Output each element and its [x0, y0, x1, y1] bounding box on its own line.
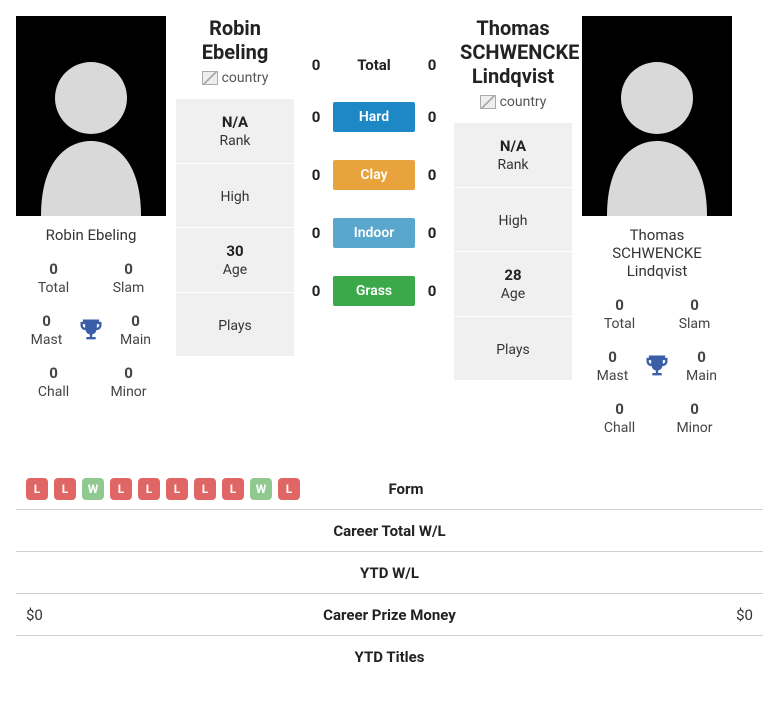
form-win-chip[interactable]: W [250, 478, 272, 500]
form-loss-chip[interactable]: L [194, 478, 216, 500]
left-bio-plays: Plays [176, 293, 294, 357]
right-minor-titles: 0 Minor [657, 392, 732, 444]
left-total-titles: 0 Total [16, 252, 91, 304]
left-form-chips: LLWLLLLLWL [18, 478, 306, 500]
left-title-counts: 0 Total 0 Slam 0 Mast 0 Main [16, 252, 166, 408]
row-ytd-titles: YTD Titles [16, 636, 763, 678]
right-bio-plays: Plays [454, 317, 572, 381]
left-minor-titles: 0 Minor [91, 356, 166, 408]
form-loss-chip[interactable]: L [222, 478, 244, 500]
form-loss-chip[interactable]: L [26, 478, 48, 500]
right-slam-titles: 0 Slam [657, 288, 732, 340]
left-bio-high: High [176, 164, 294, 228]
trophy-icon [77, 316, 105, 344]
h2h-surface-column: 0 Total 0 0 Hard 0 0 Clay 0 0 Indoor 0 0… [304, 16, 444, 334]
left-bio-rank: N/A Rank [176, 99, 294, 164]
right-player-card: Thomas SCHWENCKE Lindqvist 0 Total 0 Sla… [582, 16, 732, 444]
left-player-card: Robin Ebeling 0 Total 0 Slam 0 Mast 0 [16, 16, 166, 408]
right-total-titles: 0 Total [582, 288, 657, 340]
hard-surface-pill[interactable]: Hard [333, 102, 415, 132]
left-player-avatar [16, 16, 166, 216]
h2h-grass-row: 0 Grass 0 [304, 276, 444, 306]
right-main-titles: 0 Main [671, 340, 732, 392]
row-career-prize: $0 Career Prize Money $0 [16, 594, 763, 636]
person-silhouette-icon [31, 36, 151, 216]
h2h-total-row: 0 Total 0 [304, 56, 444, 74]
person-silhouette-icon [597, 36, 717, 216]
h2h-hard-row: 0 Hard 0 [304, 102, 444, 132]
right-player-name[interactable]: Thomas SCHWENCKE Lindqvist [582, 216, 732, 288]
right-player-bio: Thomas SCHWENCKE Lindqvist country N/A R… [454, 16, 572, 381]
left-slam-titles: 0 Slam [91, 252, 166, 304]
left-main-titles: 0 Main [105, 304, 166, 356]
h2h-top-row: Robin Ebeling 0 Total 0 Slam 0 Mast 0 [16, 16, 763, 444]
left-masters-titles: 0 Mast [16, 304, 77, 356]
trophy-icon [643, 352, 671, 380]
right-player-avatar [582, 16, 732, 216]
form-loss-chip[interactable]: L [138, 478, 160, 500]
left-player-bio: Robin Ebeling country N/A Rank High 30 A… [176, 16, 294, 357]
right-bio-rank: N/A Rank [454, 123, 572, 188]
left-bio-age: 30 Age [176, 228, 294, 293]
right-bio-name: Thomas SCHWENCKE Lindqvist [460, 16, 566, 88]
form-loss-chip[interactable]: L [278, 478, 300, 500]
right-challenger-titles: 0 Chall [582, 392, 657, 444]
form-loss-chip[interactable]: L [110, 478, 132, 500]
form-win-chip[interactable]: W [82, 478, 104, 500]
left-player-name[interactable]: Robin Ebeling [16, 216, 166, 252]
left-bio-name: Robin Ebeling [182, 16, 288, 64]
right-title-counts: 0 Total 0 Slam 0 Mast 0 Main [582, 288, 732, 444]
right-bio-high: High [454, 188, 572, 252]
clay-surface-pill[interactable]: Clay [333, 160, 415, 190]
form-loss-chip[interactable]: L [54, 478, 76, 500]
h2h-clay-row: 0 Clay 0 [304, 160, 444, 190]
indoor-surface-pill[interactable]: Indoor [333, 218, 415, 248]
left-challenger-titles: 0 Chall [16, 356, 91, 408]
form-loss-chip[interactable]: L [166, 478, 188, 500]
left-country-flag-icon: country [202, 70, 269, 86]
grass-surface-pill[interactable]: Grass [333, 276, 415, 306]
row-form: LLWLLLLLWL Form [16, 468, 763, 510]
comparison-table: LLWLLLLLWL Form Career Total W/L YTD W/L… [16, 468, 763, 678]
row-ytd-wl: YTD W/L [16, 552, 763, 594]
right-bio-age: 28 Age [454, 252, 572, 317]
right-country-flag-icon: country [480, 94, 547, 110]
h2h-indoor-row: 0 Indoor 0 [304, 218, 444, 248]
right-masters-titles: 0 Mast [582, 340, 643, 392]
row-career-wl: Career Total W/L [16, 510, 763, 552]
